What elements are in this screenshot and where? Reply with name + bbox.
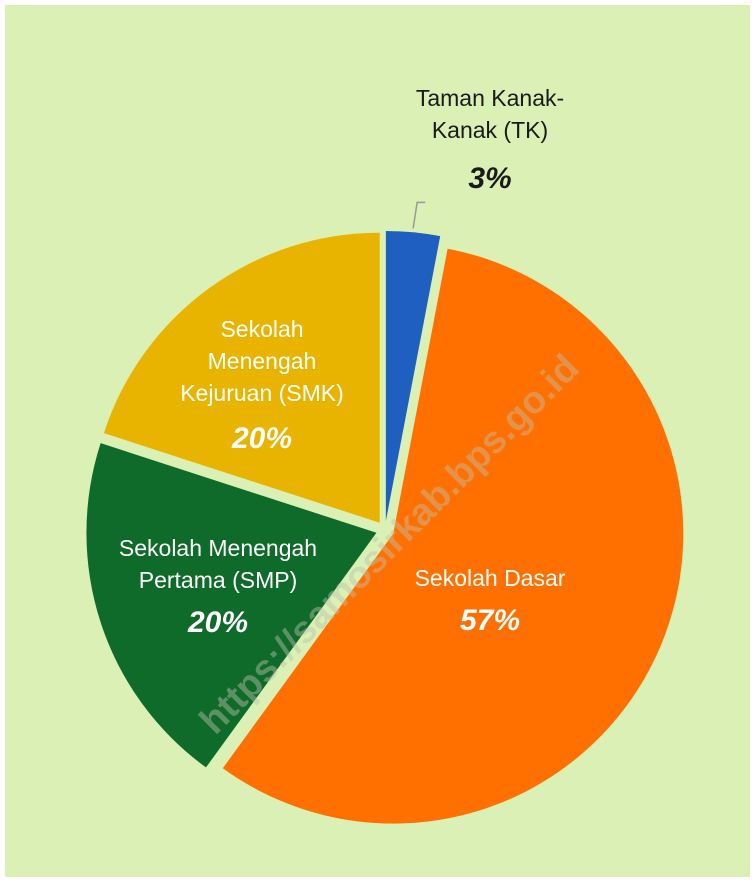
slice-label: Sekolah Dasar <box>414 565 566 591</box>
slice-label: Sekolah Menengah Kejuruan (SMK) <box>180 316 344 406</box>
pie-slice <box>86 443 377 768</box>
value-label: 3% <box>468 162 512 195</box>
pie-slice <box>222 248 684 824</box>
pie-slice <box>385 231 441 522</box>
value-label: 20% <box>231 422 293 455</box>
pie-slice <box>103 232 380 523</box>
leader-line <box>412 201 426 229</box>
slice-label: Sekolah Menengah Pertama (SMP) <box>118 535 318 593</box>
value-label: 57% <box>459 604 521 637</box>
slice-label: Taman Kanak- Kanak (TK) <box>415 85 565 143</box>
value-label: 20% <box>187 606 249 639</box>
